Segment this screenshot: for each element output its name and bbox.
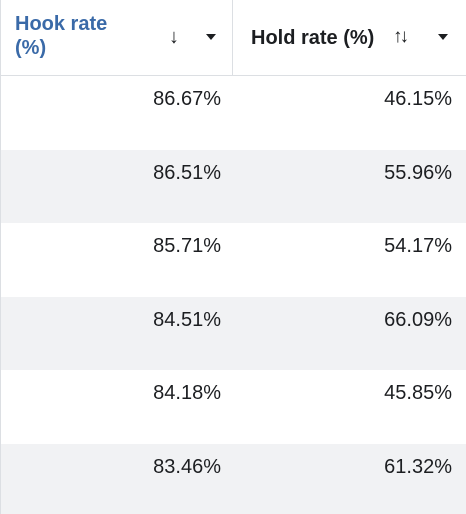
table-row: 85.71% 54.17% <box>1 223 466 297</box>
hold-rate-cell: 46.15% <box>384 88 452 110</box>
sort-descending-icon[interactable]: ↓ <box>169 26 179 48</box>
hold-rate-cell: 61.32% <box>384 455 452 478</box>
sort-both-icon[interactable]: ↑↓ <box>393 26 409 47</box>
column-header-hold-rate[interactable]: Hold rate (%) ↑↓ <box>233 0 466 75</box>
hook-rate-cell: 84.51% <box>153 308 221 331</box>
hold-rate-cell: 66.09% <box>384 308 452 331</box>
hook-rate-cell: 85.71% <box>153 235 221 257</box>
hook-rate-cell: 83.46% <box>153 455 221 478</box>
column-title-hold-rate[interactable]: Hold rate (%) <box>251 27 375 49</box>
hold-rate-cell: 55.96% <box>384 161 452 184</box>
hook-rate-cell: 86.51% <box>153 161 221 184</box>
column-header-hook-rate[interactable]: Hook rate (%) ↓ <box>1 0 233 75</box>
table-row: 83.46% 61.32% <box>1 443 466 514</box>
caret-down-icon[interactable] <box>438 34 448 40</box>
hook-rate-cell: 84.18% <box>153 382 221 404</box>
caret-down-icon[interactable] <box>206 34 216 40</box>
table-row: 84.18% 45.85% <box>1 370 466 444</box>
table-header: Hook rate (%) ↓ Hold rate (%) ↑↓ <box>1 0 466 76</box>
table-row: 84.51% 66.09% <box>1 296 466 370</box>
column-title-hook-rate[interactable]: Hook rate (%) <box>15 13 108 59</box>
hook-rate-cell: 86.67% <box>153 88 221 110</box>
table-body: 86.67% 46.15% 86.51% 55.96% 85.71% 54.17… <box>1 76 466 514</box>
hold-rate-cell: 45.85% <box>384 382 452 404</box>
table-row: 86.67% 46.15% <box>1 76 466 150</box>
table-row: 86.51% 55.96% <box>1 149 466 223</box>
hold-rate-cell: 54.17% <box>384 235 452 257</box>
